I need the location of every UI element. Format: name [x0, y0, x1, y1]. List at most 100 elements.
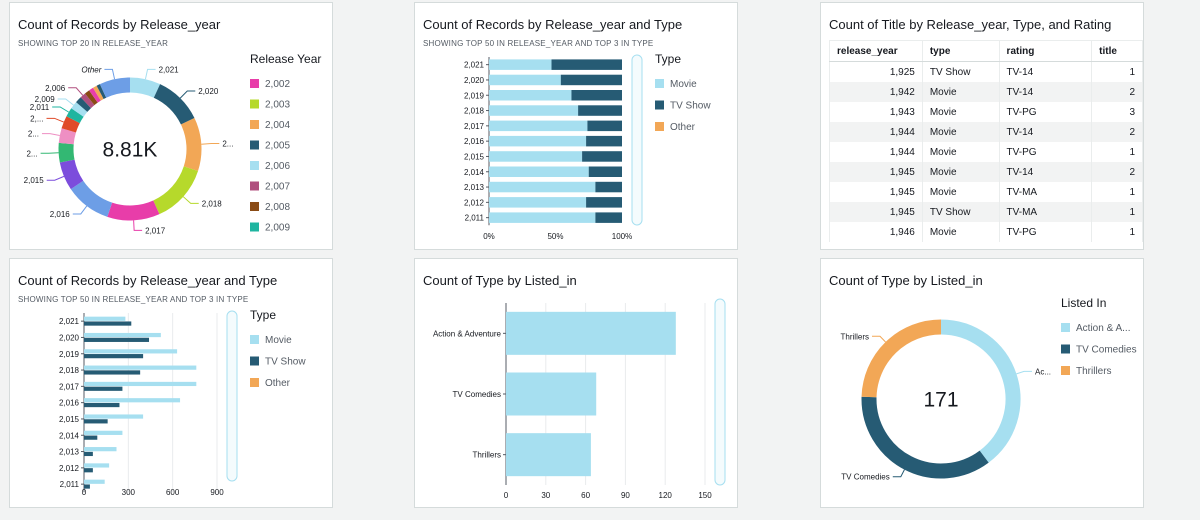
- column-header[interactable]: type: [921, 40, 1000, 62]
- bar[interactable]: [84, 419, 108, 424]
- bar[interactable]: [84, 435, 98, 440]
- bar[interactable]: [84, 381, 197, 387]
- pie-slice[interactable]: [84, 90, 98, 106]
- bar-segment[interactable]: [586, 135, 622, 147]
- bar[interactable]: [84, 354, 144, 359]
- bar-segment[interactable]: [587, 120, 622, 132]
- table-row[interactable]: 1,944 Movie TV-14 2: [829, 122, 1143, 142]
- pie-slice[interactable]: [940, 319, 1021, 463]
- chart-scrollbar[interactable]: [714, 298, 726, 486]
- column-header[interactable]: title: [1091, 40, 1143, 62]
- bar[interactable]: [84, 430, 123, 435]
- pie-slice[interactable]: [76, 97, 92, 112]
- table-row[interactable]: 1,945 Movie TV-MA 1: [829, 182, 1143, 202]
- panel-records-by-year-donut[interactable]: Count of Records by Release_year SHOWING…: [9, 2, 333, 250]
- legend-swatch: [250, 335, 259, 344]
- y-tick-label: Thrillers: [473, 451, 501, 460]
- bar[interactable]: [84, 370, 141, 375]
- table-row[interactable]: 1,942 Movie TV-14 2: [829, 82, 1143, 102]
- pie-slice[interactable]: [59, 159, 84, 190]
- bar-segment[interactable]: [595, 181, 622, 193]
- bar[interactable]: [84, 402, 120, 408]
- bar[interactable]: [84, 332, 161, 338]
- bar[interactable]: [506, 372, 597, 416]
- bar-segment[interactable]: [489, 151, 583, 162]
- panel-title-table[interactable]: Count of Title by Release_year, Type, an…: [820, 2, 1144, 250]
- bar-segment[interactable]: [489, 90, 572, 101]
- bar[interactable]: [506, 433, 591, 477]
- pie-slice[interactable]: [71, 102, 88, 117]
- pie-slice[interactable]: [61, 116, 80, 133]
- bar[interactable]: [84, 479, 105, 484]
- donut-chart[interactable]: 2,021 2,020 2... 2,018 2,017 2,016 2,015 2... 2.…: [10, 3, 334, 249]
- table-row[interactable]: 1,944 Movie TV-PG 1: [829, 142, 1143, 162]
- bar-segment[interactable]: [489, 120, 588, 132]
- pie-slice[interactable]: [99, 77, 131, 98]
- bar-segment[interactable]: [588, 166, 622, 178]
- bar[interactable]: [84, 447, 117, 452]
- bar-segment[interactable]: [551, 59, 622, 70]
- bar-segment[interactable]: [489, 74, 561, 86]
- pie-slice[interactable]: [861, 319, 942, 398]
- horizontal-bar-chart[interactable]: 0 30 60 90 120 150 Action & Adventure TV Comedi…: [415, 259, 739, 507]
- bar[interactable]: [84, 398, 181, 403]
- bar-segment[interactable]: [578, 105, 622, 116]
- bar-segment[interactable]: [489, 181, 596, 193]
- bar[interactable]: [84, 365, 197, 370]
- grouped-bar-chart[interactable]: 0 300 600 900 2,021 2,020 2,019 2,018 2,017 2,016…: [10, 259, 334, 507]
- pie-slice[interactable]: [153, 84, 195, 125]
- table-row[interactable]: 1,943 Movie TV-PG 3: [829, 102, 1143, 122]
- donut-chart[interactable]: Ac... TV Comedies Thrillers 171 Listed In Act…: [821, 259, 1145, 507]
- bar-segment[interactable]: [489, 166, 589, 178]
- pie-slice[interactable]: [80, 93, 95, 109]
- panel-records-by-year-type-stacked[interactable]: Count of Records by Release_year and Typ…: [414, 2, 738, 250]
- pie-slice[interactable]: [96, 84, 107, 100]
- pie-slice[interactable]: [152, 166, 199, 215]
- bar-segment[interactable]: [489, 212, 596, 223]
- pie-slice[interactable]: [93, 85, 104, 101]
- bar-segment[interactable]: [586, 197, 622, 208]
- data-table[interactable]: release_year type rating title 1,925 TV Show…: [829, 40, 1143, 242]
- pie-slice[interactable]: [861, 396, 989, 479]
- pie-slice[interactable]: [129, 77, 161, 98]
- bar[interactable]: [84, 451, 93, 457]
- pie-slice[interactable]: [58, 142, 75, 163]
- pie-slice[interactable]: [66, 108, 84, 124]
- table-row[interactable]: 1,945 Movie TV-14 2: [829, 162, 1143, 182]
- table-row[interactable]: 1,946 Movie TV-PG 1: [829, 222, 1143, 242]
- bar-segment[interactable]: [489, 59, 552, 70]
- bar[interactable]: [84, 414, 144, 419]
- bar[interactable]: [84, 349, 178, 354]
- pie-slice[interactable]: [58, 128, 76, 145]
- bar-segment[interactable]: [489, 105, 579, 116]
- x-tick-label: 900: [210, 488, 224, 497]
- bar-segment[interactable]: [560, 74, 622, 86]
- bar[interactable]: [84, 337, 150, 342]
- pie-slice[interactable]: [70, 180, 113, 217]
- bar[interactable]: [84, 321, 132, 326]
- bar-segment[interactable]: [582, 151, 622, 162]
- bar-segment[interactable]: [595, 212, 622, 223]
- panel-type-by-listed-in-bar[interactable]: Count of Type by Listed_in 0 30 60 90 120 150…: [414, 258, 738, 508]
- bar[interactable]: [506, 311, 676, 355]
- table-row[interactable]: 1,945 TV Show TV-MA 1: [829, 202, 1143, 222]
- column-header[interactable]: release_year: [829, 40, 923, 62]
- stacked-bar-chart[interactable]: 2,021 2,020 2,019 2,018 2,017 2,016 2,015 2,014…: [415, 3, 739, 249]
- pie-slice[interactable]: [180, 118, 202, 172]
- panel-type-by-listed-in-donut[interactable]: Count of Type by Listed_in Ac... TV Comed…: [820, 258, 1144, 508]
- bar-segment[interactable]: [489, 197, 587, 208]
- chart-scrollbar[interactable]: [631, 54, 643, 226]
- bar[interactable]: [84, 463, 110, 468]
- pie-slice[interactable]: [107, 200, 160, 221]
- column-header[interactable]: rating: [998, 40, 1093, 62]
- chart-scrollbar[interactable]: [226, 310, 238, 482]
- bar-segment[interactable]: [571, 90, 622, 101]
- panel-records-by-year-type-grouped[interactable]: Count of Records by Release_year and Typ…: [9, 258, 333, 508]
- bar[interactable]: [84, 468, 93, 473]
- bar[interactable]: [84, 316, 126, 321]
- table-row[interactable]: 1,925 TV Show TV-14 1: [829, 61, 1143, 82]
- bar[interactable]: [84, 386, 123, 391]
- bar[interactable]: [84, 484, 90, 489]
- bar-segment[interactable]: [489, 135, 587, 147]
- pie-slice[interactable]: [89, 87, 101, 103]
